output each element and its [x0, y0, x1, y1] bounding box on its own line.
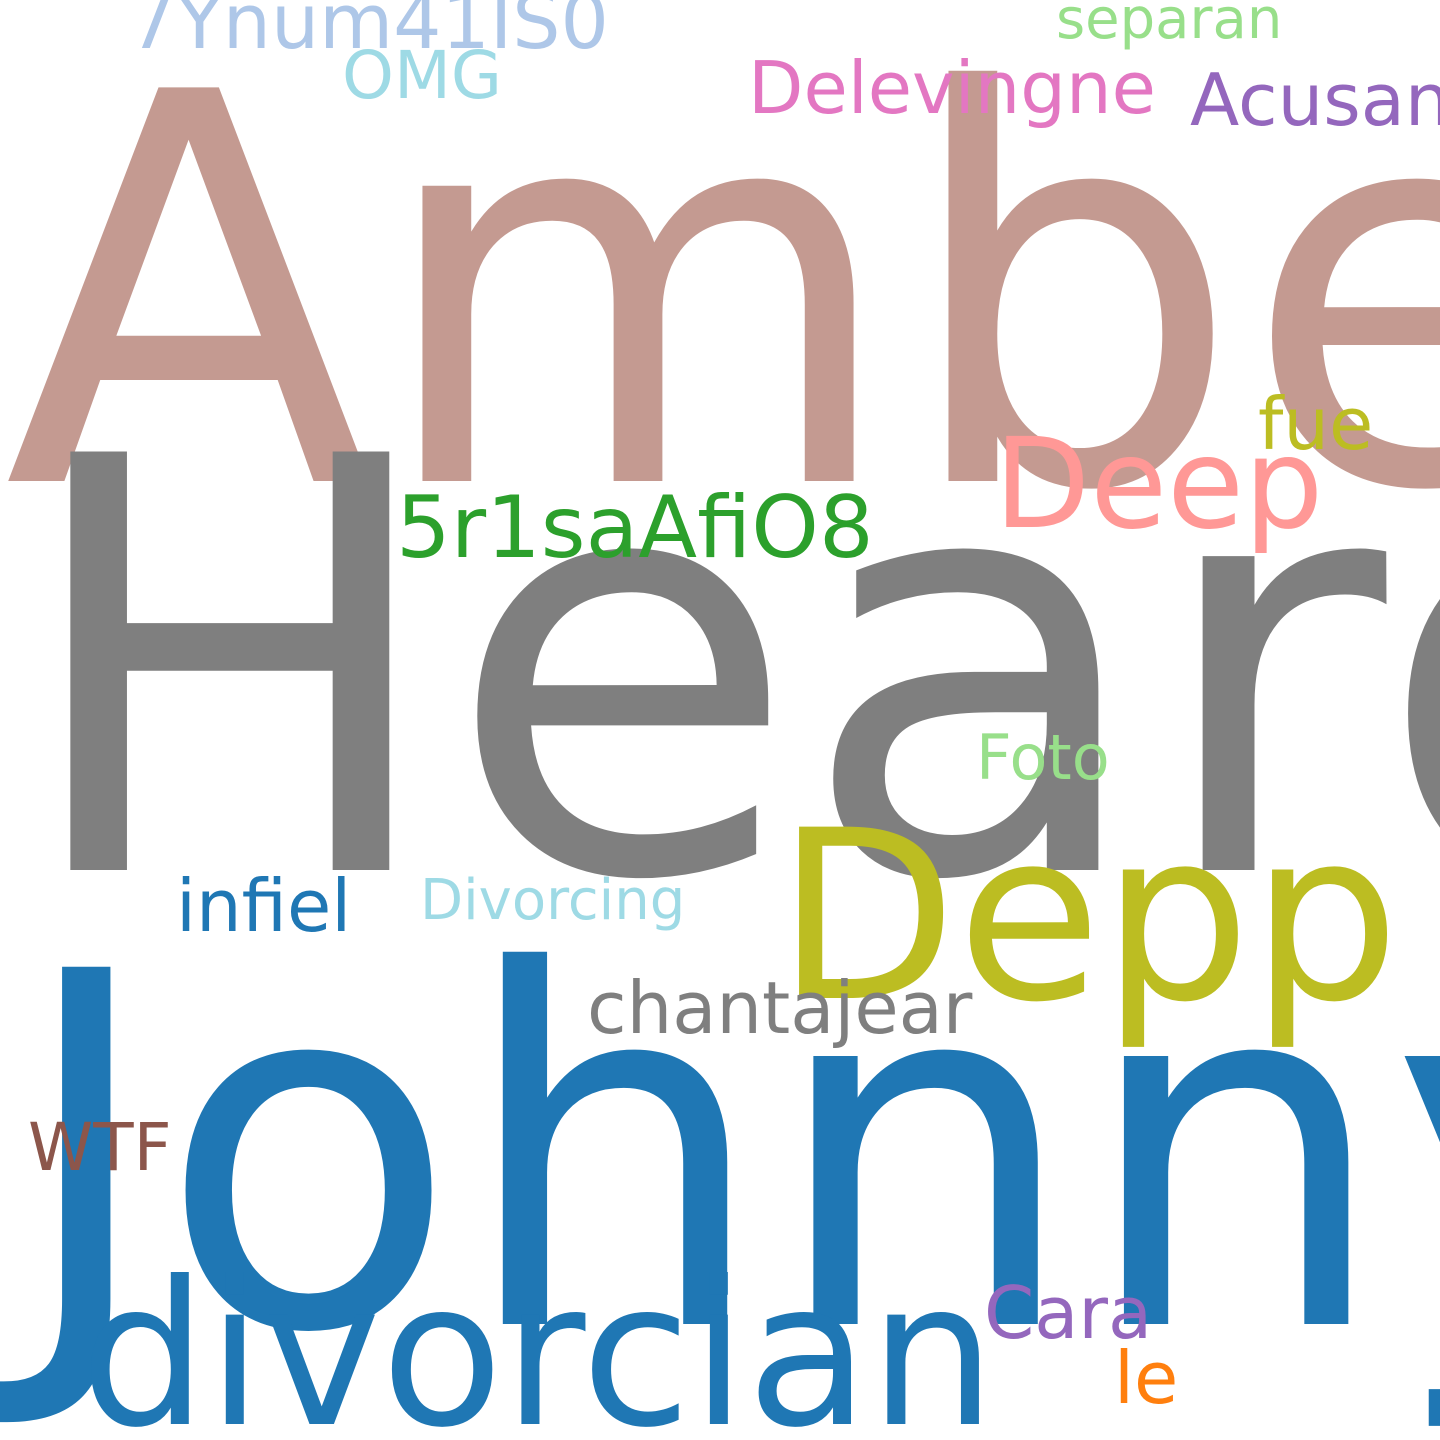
word-depp: Depp: [776, 781, 1400, 1054]
word-acusan: Acusan: [1190, 58, 1440, 142]
word-7ynum41is0: 7Ynum41IS0: [128, 0, 609, 66]
word-separan: separan: [1056, 0, 1283, 52]
word-johnny: Johnny: [14, 869, 1440, 1440]
word-chantajear: chantajear: [587, 966, 973, 1050]
word-amber: Amber: [4, 0, 1440, 609]
word-5r1saafio8: 5r1saAfiO8: [396, 478, 874, 578]
word-infiel: infiel: [176, 864, 352, 948]
word-fue: fue: [1258, 382, 1374, 466]
word-omg: OMG: [342, 37, 503, 114]
word-divorcian: divorcian: [80, 1239, 996, 1440]
word-deep: Deep: [994, 412, 1324, 557]
word-foto: Foto: [976, 721, 1110, 794]
word-cara: Cara: [984, 1271, 1153, 1355]
word-heard: Heard: [14, 338, 1440, 1006]
word-wtf: WTF: [28, 1109, 172, 1186]
word-delevingne: Delevingne: [748, 46, 1156, 130]
word-divorcing: Divorcing: [420, 868, 686, 933]
word-le: le: [1114, 1336, 1179, 1420]
